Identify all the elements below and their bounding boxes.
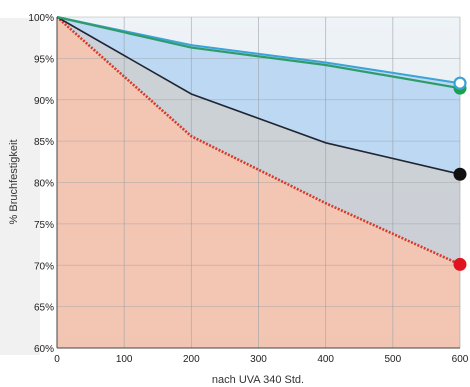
y-tick-label: 80% — [34, 179, 54, 190]
marker-red — [453, 257, 467, 271]
grid — [57, 16, 461, 348]
y-tick-label: 95% — [34, 54, 54, 65]
series-line-blue — [56, 16, 461, 85]
x-tick-label: 300 — [250, 354, 267, 365]
y-tick-label: 90% — [34, 96, 54, 107]
x-tick-label: 500 — [384, 354, 401, 365]
series-lines — [56, 15, 461, 266]
x-tick-label: 100 — [116, 354, 133, 365]
x-tick-label: 600 — [452, 354, 469, 365]
y-tick-label: 100% — [28, 13, 54, 24]
marker-blue — [453, 76, 467, 90]
y-tick-label: 70% — [34, 261, 54, 272]
x-tick-label: 200 — [183, 354, 200, 365]
x-axis-label: nach UVA 340 Std. — [212, 374, 304, 386]
series-line-green — [56, 15, 461, 90]
series-markers — [453, 76, 467, 271]
decorative-shape — [0, 18, 40, 355]
x-tick-label: 0 — [54, 354, 60, 365]
x-tick-label: 400 — [317, 354, 334, 365]
y-axis-label: % Bruchfestigkeit — [8, 140, 20, 225]
y-tick-label: 60% — [34, 344, 54, 355]
marker-dark — [453, 167, 467, 181]
series-line-red — [56, 16, 461, 266]
x-tick-labels: 0 100 200 300 400 500 600 — [54, 354, 469, 365]
y-tick-label: 65% — [34, 303, 54, 314]
y-tick-label: 75% — [34, 220, 54, 231]
series-line-dark — [56, 16, 461, 175]
y-tick-label: 85% — [34, 137, 54, 148]
y-tick-labels: 60% 65% 70% 75% 80% 85% 90% 95% 100% — [28, 13, 54, 355]
